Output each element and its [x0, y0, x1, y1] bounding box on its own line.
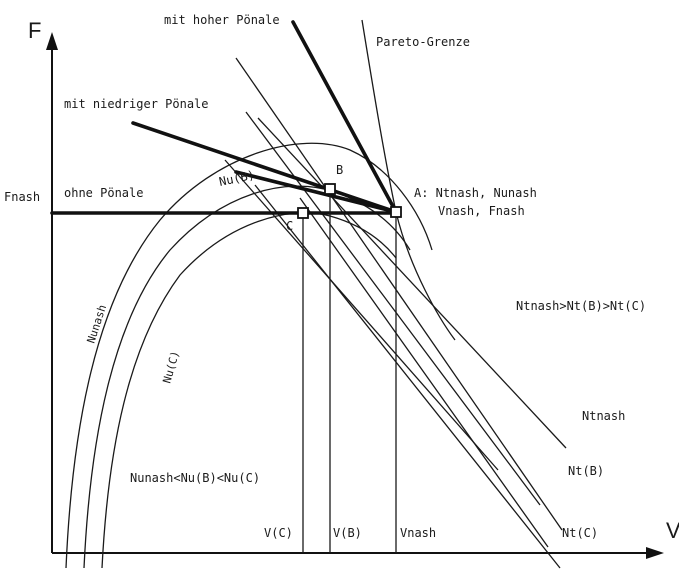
point-c-marker — [297, 207, 309, 219]
vertical-guides — [302, 189, 397, 553]
y-axis-label: F — [28, 18, 41, 43]
label-point-b: B — [336, 163, 343, 177]
line-b1 — [257, 117, 567, 449]
line-c1 — [254, 184, 561, 569]
nunash-curve — [65, 142, 433, 569]
point-b-marker — [324, 183, 336, 195]
label-ohne-poenale: ohne Pönale — [64, 186, 143, 200]
label-nu-order: Nunash<Nu(B)<Nu(C) — [130, 471, 260, 485]
label-mit-hoher-poenale: mit hoher Pönale — [164, 13, 280, 27]
points — [297, 183, 402, 219]
label-nu-b: Nu(B) — [218, 168, 256, 189]
axes: F V — [28, 18, 679, 559]
line-hoher-poenale — [291, 20, 398, 214]
label-nt-b: Nt(B) — [568, 464, 604, 478]
label-v-b: V(B) — [333, 526, 362, 540]
nu-c-curve — [101, 212, 397, 569]
label-point-c: C — [286, 219, 293, 233]
point-a-marker — [390, 206, 402, 218]
label-v-c: V(C) — [264, 526, 293, 540]
label-fnash: Fnash — [4, 190, 40, 204]
line-niedriger-poenale — [131, 121, 398, 214]
label-point-a-line1: A: Ntnash, Nunash — [414, 186, 537, 200]
line-a1 — [235, 57, 563, 531]
label-ntnash: Ntnash — [582, 409, 625, 423]
nu-b-curve — [83, 185, 411, 569]
label-mit-niedriger-poenale: mit niedriger Pönale — [64, 97, 209, 111]
line-b-to-a — [234, 170, 398, 214]
y-axis-arrow — [46, 32, 58, 50]
labels: mit hoher Pönale mit niedriger Pönale oh… — [4, 13, 646, 540]
label-vnash: Vnash — [400, 526, 436, 540]
line-a2 — [245, 111, 541, 506]
label-nt-order: Ntnash>Nt(B)>Nt(C) — [516, 299, 646, 313]
label-nt-c: Nt(C) — [562, 526, 598, 540]
label-pareto-grenze: Pareto-Grenze — [376, 35, 470, 49]
pareto-boundary — [361, 19, 456, 341]
label-nu-c: Nu(C) — [160, 349, 182, 384]
label-point-a-line2: Vnash, Fnash — [438, 204, 525, 218]
x-axis-label: V — [666, 518, 679, 543]
line-nt-c — [299, 197, 549, 548]
x-axis-arrow — [646, 547, 664, 559]
policy-lines — [50, 20, 398, 215]
